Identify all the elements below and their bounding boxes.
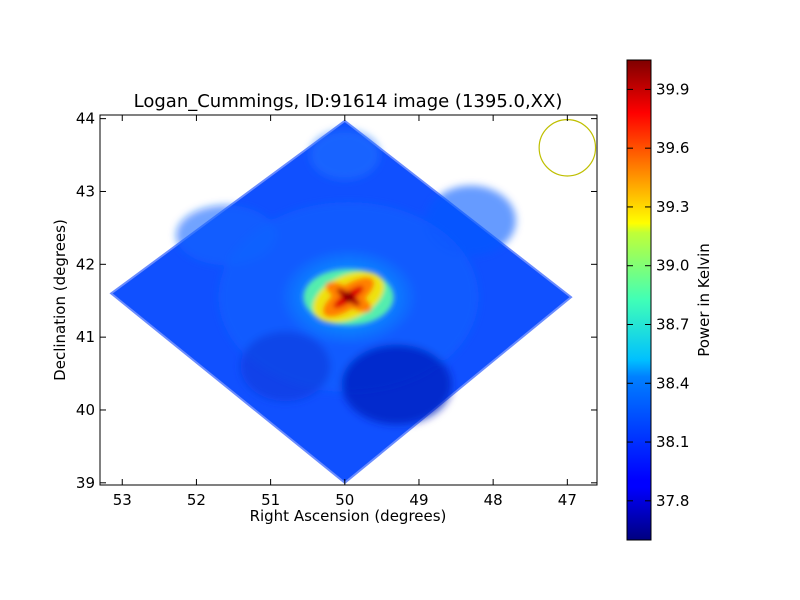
- x-axis-ticks: 53 52 51 50 49 48 47: [113, 115, 577, 509]
- x-tick-label: 49: [409, 491, 428, 509]
- x-tick-label: 50: [335, 491, 354, 509]
- core-peak: [343, 292, 354, 303]
- colorbar-tick-label: 38.7: [656, 315, 689, 333]
- x-axis-label: Right Ascension (degrees): [250, 507, 447, 525]
- light-region: [176, 205, 277, 266]
- chart-title: Logan_Cummings, ID:91614 image (1395.0,X…: [134, 91, 563, 112]
- colorbar-tick-label: 38.4: [656, 374, 689, 392]
- colorbar-tick-label: 39.0: [656, 257, 689, 275]
- colorbar-label: Power in Kelvin: [695, 243, 713, 357]
- y-tick-label: 42: [76, 255, 95, 273]
- x-tick-label: 48: [484, 491, 503, 509]
- colorbar-ticks: 37.8 38.1 38.4 38.7 39.0 39.3 39.6 39.9: [627, 80, 689, 510]
- colorbar-tick-label: 39.3: [656, 198, 689, 216]
- colorbar-tick-label: 39.9: [656, 80, 689, 98]
- axes-frame: [99, 114, 598, 486]
- y-axis-ticks: 39 40 41 42 43 44: [76, 110, 597, 492]
- y-axis-label: Declination (degrees): [51, 219, 69, 381]
- colorbar: [626, 59, 652, 541]
- bright-core: [278, 247, 419, 348]
- y-tick-label: 39: [76, 474, 95, 492]
- colorbar-tick-label: 39.6: [656, 139, 689, 157]
- x-tick-label: 47: [558, 491, 577, 509]
- heatmap-image: [109, 119, 573, 485]
- y-tick-label: 40: [76, 401, 95, 419]
- y-tick-label: 44: [76, 110, 95, 128]
- y-tick-label: 41: [76, 328, 95, 346]
- x-tick-label: 51: [261, 491, 280, 509]
- y-tick-label: 43: [76, 182, 95, 200]
- light-region: [425, 185, 516, 256]
- x-tick-label: 52: [187, 491, 206, 509]
- dark-region: [341, 344, 452, 425]
- colorbar-tick-label: 38.1: [656, 433, 689, 451]
- dim-region: [240, 331, 331, 402]
- top-region: [309, 130, 380, 181]
- colorbar-tick-label: 37.8: [656, 492, 689, 510]
- x-tick-label: 53: [113, 491, 132, 509]
